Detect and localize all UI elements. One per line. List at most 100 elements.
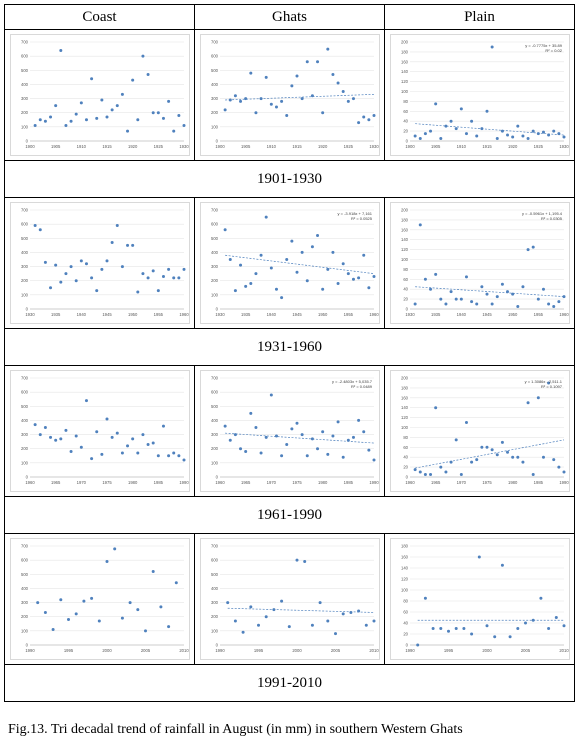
data-point (58, 598, 62, 602)
x-tick-label: 2005 (330, 648, 340, 653)
data-point (541, 130, 545, 134)
x-tick-label: 1935 (241, 312, 251, 317)
data-point (515, 627, 519, 630)
y-tick-label: 0 (215, 139, 218, 144)
data-point (479, 127, 483, 131)
data-point (151, 111, 155, 115)
data-point (423, 132, 427, 136)
y-tick-label: 100 (211, 292, 219, 297)
y-tick-label: 120 (401, 79, 409, 84)
data-point (74, 434, 78, 438)
data-point (428, 287, 432, 291)
data-point (248, 605, 252, 609)
data-point (171, 276, 175, 280)
data-point (505, 133, 509, 137)
data-point (351, 435, 355, 439)
y-tick-label: 160 (401, 395, 409, 400)
y-tick-label: 100 (401, 425, 409, 430)
data-point (115, 224, 119, 228)
data-point (310, 94, 314, 98)
x-tick-label: 1970 (266, 480, 276, 485)
trend-equation: y = -3.918x + 7,161 (337, 211, 372, 216)
data-point (325, 619, 329, 623)
y-tick-label: 300 (21, 600, 29, 605)
data-point (279, 599, 283, 603)
data-point (243, 284, 247, 288)
y-tick-label: 0 (25, 643, 28, 648)
y-tick-label: 200 (21, 110, 29, 115)
y-tick-label: 80 (403, 267, 408, 272)
data-point (97, 619, 101, 623)
data-point (562, 295, 565, 299)
data-point (79, 445, 83, 449)
data-point (151, 269, 155, 273)
chart-frame (389, 34, 570, 156)
data-point (289, 239, 293, 243)
data-point (51, 627, 55, 631)
y-tick-label: 60 (403, 109, 408, 114)
y-tick-label: 500 (211, 404, 219, 409)
data-point (546, 627, 550, 630)
data-point (361, 253, 365, 257)
data-point (372, 274, 375, 278)
data-point (510, 455, 514, 459)
y-tick-label: 700 (21, 208, 29, 213)
figure-table: Coast Ghats Plain 0 100 200 300 400 500 600 700… (4, 4, 575, 702)
trend-equation: y = -2.4803x + 5,035.7 (331, 379, 372, 384)
data-point (413, 302, 417, 306)
data-point (253, 426, 257, 429)
data-point (300, 250, 304, 254)
data-point (89, 77, 93, 81)
data-point (351, 277, 355, 281)
data-point (500, 282, 504, 286)
data-point (454, 297, 458, 301)
data-point (171, 451, 175, 455)
data-point (279, 99, 283, 103)
data-point (320, 430, 324, 434)
data-point (74, 279, 78, 283)
x-tick-label: 2005 (140, 648, 150, 653)
x-tick-label: 1905 (431, 144, 441, 149)
data-point (69, 119, 73, 123)
data-point (459, 297, 463, 301)
scatter-chart-ghats-1931-1960: 0 100 200 300 400 500 600 700 1930 1935 1940 1945 19… (199, 202, 380, 324)
data-point (546, 381, 550, 385)
data-point (536, 396, 540, 400)
data-point (238, 447, 242, 451)
data-point (449, 460, 453, 464)
data-point (259, 253, 263, 257)
x-tick-label: 1970 (456, 480, 466, 485)
y-tick-label: 100 (21, 124, 29, 129)
data-point (418, 137, 422, 141)
data-point (43, 610, 47, 614)
data-point (125, 444, 129, 448)
y-tick-label: 80 (403, 99, 408, 104)
period-label-1961-1990: 1961-1990 (4, 496, 575, 534)
data-point (171, 129, 175, 133)
trend-r-squared: R² = 0.02 (545, 48, 562, 53)
data-point (364, 623, 368, 627)
data-point (264, 615, 268, 619)
data-point (105, 259, 108, 263)
data-point (146, 276, 150, 280)
trend-line (414, 286, 564, 297)
y-tick-label: 200 (211, 278, 219, 283)
trend-equation: y = -0.5961x + 1,195.4 (521, 211, 562, 216)
data-point (295, 270, 298, 274)
trend-r-squared: R² = 0.0525 (350, 216, 372, 221)
data-point (233, 619, 237, 623)
x-tick-label: 1955 (533, 312, 543, 317)
data-point (295, 74, 298, 78)
data-point (63, 428, 67, 432)
data-point (161, 116, 165, 120)
data-point (351, 97, 355, 101)
data-point (485, 292, 488, 296)
plot-cell: 0 20 40 60 80 100 120 140 160 180 200 1930 1935 1940 1… (384, 197, 575, 329)
data-point (492, 635, 496, 639)
data-point (325, 267, 329, 271)
y-tick-label: 0 (405, 475, 408, 480)
data-point (310, 245, 314, 249)
x-tick-label: 2000 (482, 648, 492, 653)
data-point (158, 605, 162, 609)
y-tick-label: 40 (403, 621, 408, 626)
